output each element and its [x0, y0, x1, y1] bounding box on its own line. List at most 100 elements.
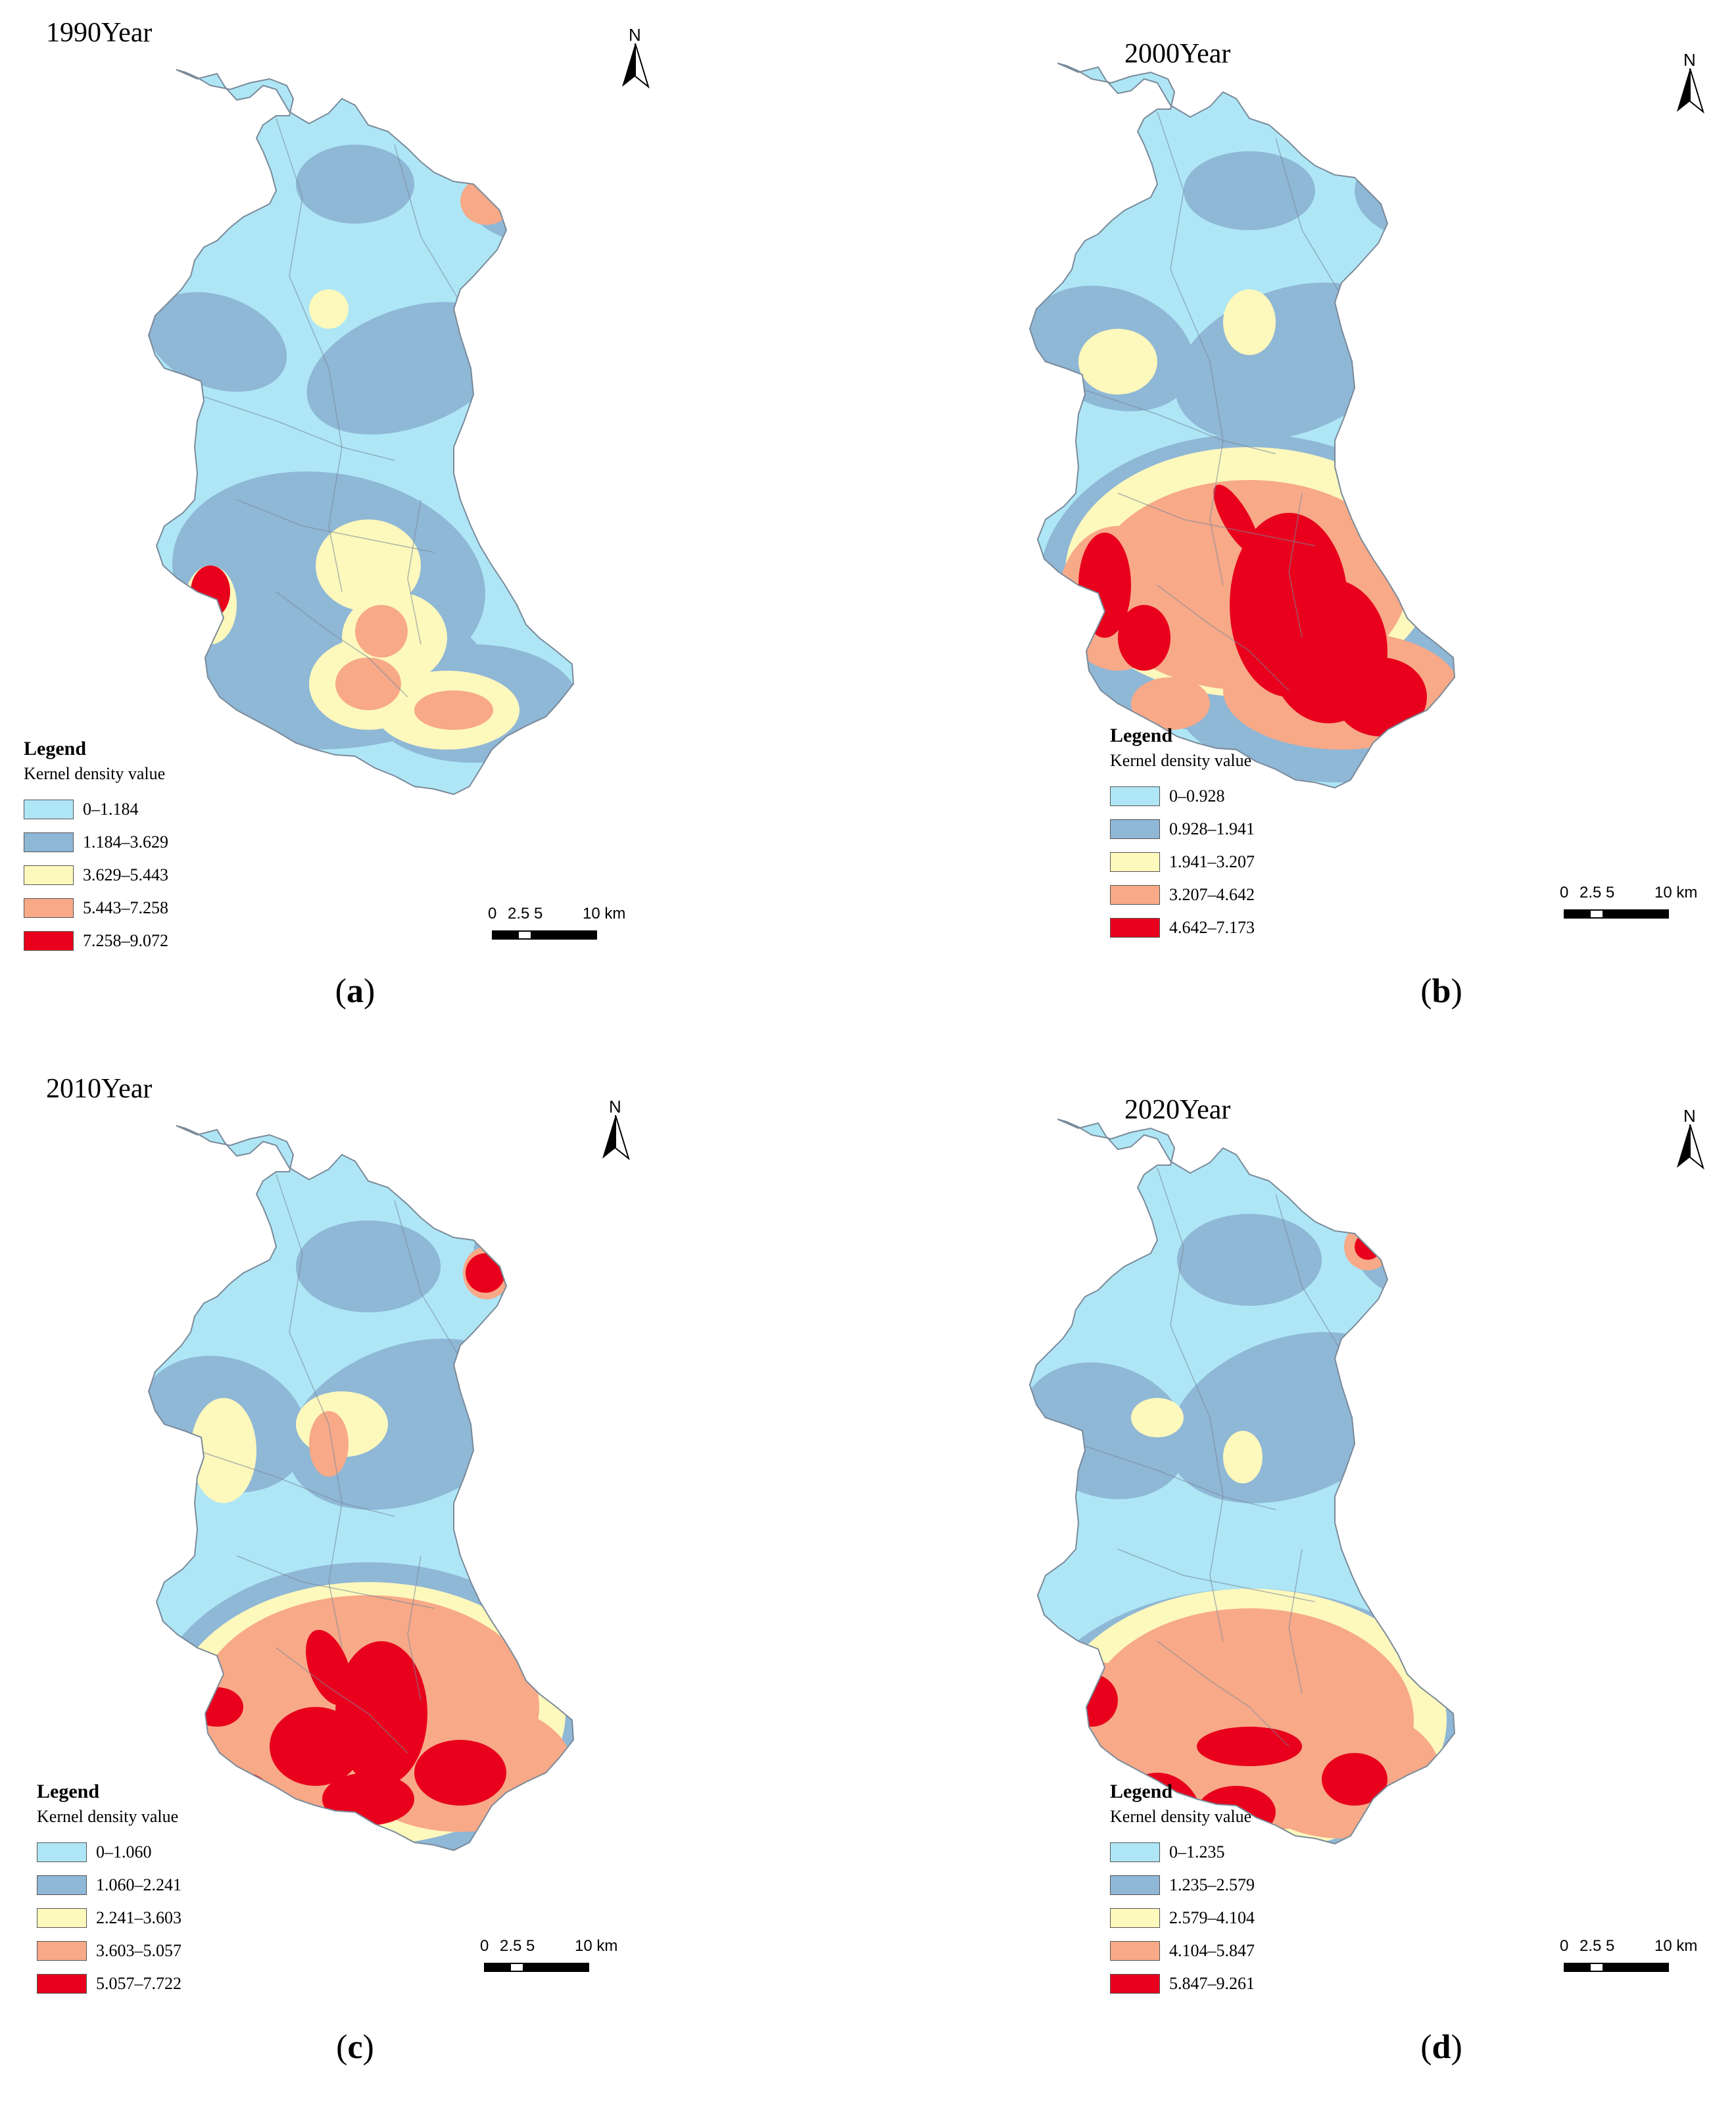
legend-swatch: [1110, 1974, 1160, 1994]
north-letter: N: [629, 25, 641, 45]
density-zone-class-4: [355, 605, 408, 658]
admin-boundary-line: [1209, 361, 1224, 586]
legend-label: 7.258–9.072: [83, 931, 168, 950]
legend-swatch: [24, 800, 74, 819]
density-zone-class-2: [1355, 1188, 1455, 1306]
density-zone-class-5: [1065, 1674, 1118, 1727]
density-zone-class-4: [414, 690, 493, 730]
admin-boundary-line: [276, 591, 408, 698]
panel-label: (c): [316, 2028, 395, 2067]
admin-boundary-line: [1157, 111, 1211, 362]
density-zone-class-3: [1223, 289, 1276, 355]
map-legend: Legend Kernel density value 0–1.060 1.060–2…: [37, 1781, 181, 2000]
map-panel-2000: 2000Year N Legend Kernel density value 0–0.9…: [868, 0, 1736, 1056]
legend-item: 4.642–7.173: [1110, 911, 1255, 944]
legend-title: Legend: [24, 738, 87, 759]
panel-label-close: ): [1451, 972, 1462, 1010]
kernel-density-map: [1028, 62, 1456, 789]
density-zone-class-4: [335, 658, 401, 710]
density-zone-class-3: [1131, 1398, 1184, 1437]
admin-boundary-line: [1078, 387, 1276, 454]
legend-swatch: [1110, 885, 1160, 905]
panel-label-open: (: [335, 972, 347, 1010]
legend-swatch: [24, 832, 74, 852]
density-zone-class-2: [296, 1220, 441, 1312]
admin-boundary-line: [328, 1424, 343, 1648]
legend-item: 1.060–2.241: [37, 1869, 181, 1902]
legend-label: 3.629–5.443: [83, 865, 168, 884]
map-legend: Legend Kernel density value 0–1.184 1.184–3…: [24, 738, 168, 957]
north-letter: N: [609, 1097, 621, 1116]
admin-boundary-line: [1157, 1167, 1211, 1418]
scale-bar: 0 2.5 5 10 km: [1560, 884, 1697, 923]
admin-boundary-line: [1288, 1548, 1303, 1694]
legend-subtitle: Kernel density value: [24, 764, 166, 783]
map-year-title: 2020Year: [1124, 1095, 1231, 1125]
legend-label: 1.060–2.241: [96, 1875, 181, 1894]
density-zone-class-3: [309, 289, 349, 329]
scale-bar-graphic: [492, 930, 597, 940]
panel-label-letter: b: [1432, 972, 1451, 1010]
north-letter: N: [1683, 1106, 1696, 1126]
kernel-density-map: [1028, 1118, 1456, 1845]
north-arrow: N: [617, 25, 656, 97]
admin-boundary-line: [276, 118, 329, 369]
scale-tick-label: 10 km: [1654, 884, 1698, 901]
density-zone-class-5: [414, 1740, 506, 1806]
legend-label: 3.207–4.642: [1169, 885, 1255, 904]
admin-boundary-line: [407, 499, 422, 645]
legend-swatch: [37, 1842, 87, 1862]
legend-item: 7.258–9.072: [24, 924, 168, 957]
study-area-outline: [147, 1125, 575, 1852]
panel-label: (a): [316, 972, 395, 1011]
density-zone-class-5: [466, 1253, 505, 1293]
admin-boundary-line: [394, 1200, 461, 1359]
admin-boundary-line: [1275, 137, 1342, 297]
density-zone-class-3: [1078, 329, 1157, 395]
scale-tick-label: 0: [1560, 884, 1569, 901]
map-panel-2020: 2020Year N Legend Kernel density value 0–1.2…: [868, 1056, 1736, 2112]
legend-item: 2.241–3.603: [37, 1902, 181, 1934]
legend-subtitle: Kernel density value: [37, 1807, 179, 1826]
legend-item: 0–0.928: [1110, 780, 1255, 813]
density-zone-class-5: [1409, 163, 1455, 213]
panel-label-close: ): [362, 2028, 374, 2066]
legend-swatch: [37, 1875, 87, 1895]
panel-label-letter: c: [347, 2028, 363, 2066]
north-arrow-icon: [1677, 68, 1704, 114]
legend-swatch: [1110, 786, 1160, 806]
north-arrow: N: [597, 1097, 637, 1169]
admin-boundary-line: [1288, 492, 1303, 638]
density-zone-class-5: [322, 1773, 414, 1825]
legend-swatch: [24, 865, 74, 885]
legend-item: 4.104–5.847: [1110, 1934, 1255, 1967]
admin-boundary-line: [197, 394, 395, 461]
scale-tick-label: 10 km: [583, 905, 626, 923]
legend-swatch: [37, 1908, 87, 1928]
density-zone-class-2: [1177, 1214, 1322, 1306]
study-area-outline: [147, 69, 575, 796]
legend-label: 5.443–7.258: [83, 898, 168, 917]
density-zone-class-5: [1213, 485, 1259, 554]
legend-item: 1.184–3.629: [24, 826, 168, 859]
legend-title: Legend: [37, 1781, 100, 1802]
density-zone-class-3: [1427, 1220, 1455, 1273]
legend-item: 3.207–4.642: [1110, 878, 1255, 911]
density-zone-class-5: [1197, 1727, 1302, 1766]
legend-swatch: [1110, 819, 1160, 839]
legend-swatch: [37, 1974, 87, 1994]
panel-label: (b): [1402, 972, 1481, 1011]
admin-boundary-line: [236, 499, 435, 553]
study-area-outline: [1028, 62, 1456, 789]
legend-item: 3.603–5.057: [37, 1934, 181, 1967]
legend-label: 1.235–2.579: [1169, 1875, 1255, 1894]
density-zone-class-3: [316, 519, 421, 612]
scale-tick-label: 10 km: [1654, 1937, 1698, 1955]
panel-label-letter: a: [347, 972, 364, 1010]
legend-swatch: [24, 898, 74, 918]
density-zone-class-5: [1118, 605, 1170, 671]
panel-label: (d): [1402, 2028, 1481, 2067]
legend-label: 0–1.184: [83, 800, 139, 819]
north-letter: N: [1683, 50, 1696, 70]
admin-boundary-line: [1117, 1548, 1316, 1602]
